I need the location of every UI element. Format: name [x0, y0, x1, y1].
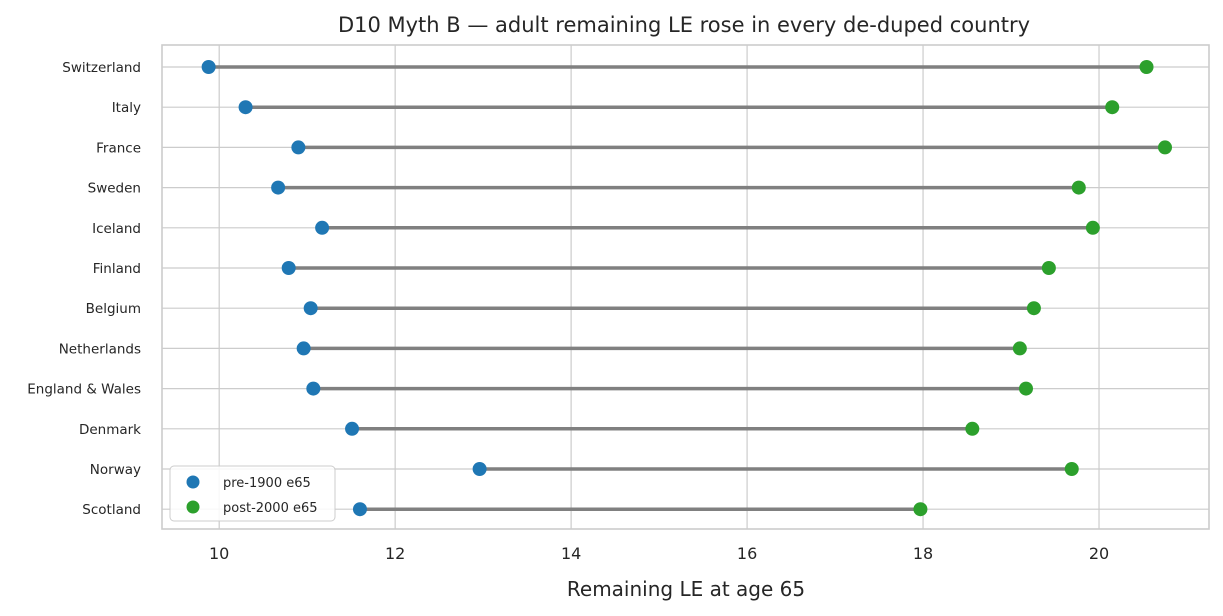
point-post-2000-iceland: [1085, 220, 1100, 235]
y-tick-label-belgium: Belgium: [86, 301, 141, 317]
x-tick-labels: 10 12 14 16 18 20: [209, 544, 1109, 563]
x-tick-label-14: 14: [561, 544, 581, 563]
y-tick-label-norway: Norway: [90, 462, 141, 478]
y-tick-label-sweden: Sweden: [88, 181, 141, 197]
point-post-2000-netherlands: [1012, 341, 1027, 356]
point-pre-1900-england-and-wales: [306, 381, 321, 396]
x-tick-label-12: 12: [385, 544, 405, 563]
legend-marker-pre-1900: [186, 475, 200, 489]
x-tick-label-20: 20: [1089, 544, 1109, 563]
y-tick-label-england-and-wales: England & Wales: [27, 382, 141, 398]
point-post-2000-switzerland: [1139, 60, 1154, 74]
point-post-2000-italy: [1105, 100, 1120, 115]
legend-label-post-2000: post-2000 e65: [223, 501, 318, 516]
x-tick-label-18: 18: [913, 544, 933, 563]
data-points: [201, 60, 1173, 517]
point-post-2000-belgium: [1026, 301, 1041, 316]
point-post-2000-denmark: [965, 421, 980, 436]
point-pre-1900-netherlands: [296, 341, 311, 356]
plot-frame: [161, 44, 1210, 530]
y-tick-label-switzerland: Switzerland: [62, 60, 141, 76]
legend-marker-post-2000: [186, 500, 200, 514]
point-pre-1900-finland: [281, 261, 296, 275]
point-pre-1900-belgium: [303, 301, 318, 316]
point-post-2000-france: [1158, 140, 1173, 155]
point-post-2000-england-and-wales: [1018, 381, 1033, 396]
point-pre-1900-norway: [472, 462, 487, 476]
y-tick-label-italy: Italy: [112, 100, 141, 116]
y-tick-label-denmark: Denmark: [79, 422, 141, 438]
legend: pre-1900 e65 post-2000 e65: [169, 465, 336, 522]
y-tick-label-iceland: Iceland: [92, 221, 141, 237]
point-pre-1900-switzerland: [201, 60, 216, 74]
y-tick-label-scotland: Scotland: [82, 502, 141, 518]
point-post-2000-finland: [1041, 261, 1056, 275]
chart-title: D10 Myth B — adult remaining LE rose in …: [338, 13, 1030, 37]
x-tick-label-10: 10: [209, 544, 229, 563]
point-pre-1900-italy: [238, 100, 253, 115]
x-tick-label-16: 16: [737, 544, 757, 563]
point-post-2000-scotland: [913, 502, 928, 517]
y-tick-labels: Switzerland Italy France Sweden Iceland Finla…: [27, 60, 141, 518]
x-axis-label: Remaining LE at age 65: [567, 577, 805, 601]
connector-lines: [208, 65, 1166, 511]
point-post-2000-norway: [1064, 462, 1079, 476]
legend-label-pre-1900: pre-1900 e65: [223, 476, 311, 491]
y-tick-label-france: France: [96, 140, 141, 156]
point-pre-1900-iceland: [315, 220, 330, 235]
point-pre-1900-sweden: [271, 180, 286, 195]
point-pre-1900-scotland: [352, 502, 367, 517]
point-post-2000-sweden: [1071, 180, 1086, 195]
point-pre-1900-france: [291, 140, 306, 155]
legend-frame: [169, 465, 336, 522]
y-tick-label-netherlands: Netherlands: [59, 341, 141, 357]
y-tick-label-finland: Finland: [93, 261, 141, 277]
point-pre-1900-denmark: [345, 421, 360, 436]
